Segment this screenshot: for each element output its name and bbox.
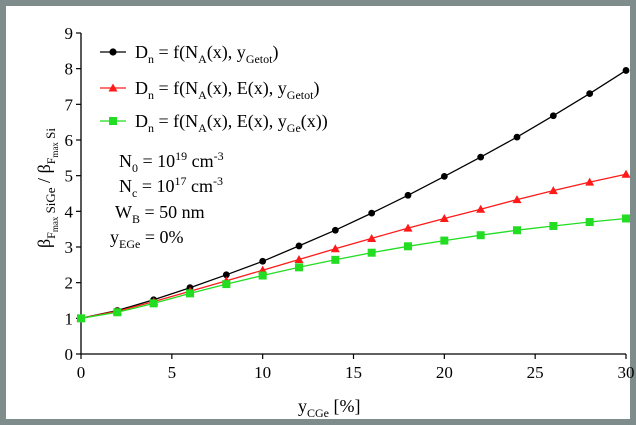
x-tick-label: 20 xyxy=(436,363,453,382)
legend-item-1: Dn = f(NA(x), E(x), yGetot) xyxy=(100,78,319,102)
legend-marker-circle xyxy=(109,48,117,56)
series-line-2 xyxy=(80,217,627,319)
data-point xyxy=(331,226,339,234)
series-line-1 xyxy=(80,173,627,319)
data-point xyxy=(586,90,594,98)
data-point xyxy=(440,172,448,180)
data-point xyxy=(548,186,558,195)
data-point xyxy=(512,195,522,204)
y-tick-label: 6 xyxy=(65,131,74,150)
data-point xyxy=(294,254,304,263)
annotation-nc: Nc = 1017 cm-3 xyxy=(119,174,223,200)
legend-marker-triangle xyxy=(108,83,118,92)
series-layer xyxy=(76,67,631,323)
series-2 xyxy=(77,214,630,323)
x-tick-label: 30 xyxy=(618,363,635,382)
data-point xyxy=(222,280,231,289)
data-point xyxy=(404,191,412,199)
series-line-0 xyxy=(80,69,627,319)
data-point xyxy=(439,213,449,222)
data-point xyxy=(77,314,85,323)
y-tick-label: 9 xyxy=(65,24,74,43)
legend: Dn = f(NA(x), yGetot) Dn = f(NA(x), E(x)… xyxy=(100,42,328,135)
y-tick-label: 2 xyxy=(65,274,74,293)
data-point xyxy=(330,244,340,253)
annotation-wb: WB = 50 nm xyxy=(115,202,205,226)
data-point xyxy=(368,209,376,217)
legend-label-2: Dn = f(NA(x), E(x), yGe(x)) xyxy=(135,111,328,135)
data-point xyxy=(549,221,558,230)
legend-label-1: Dn = f(NA(x), E(x), yGetot) xyxy=(135,78,319,102)
x-tick-label: 10 xyxy=(254,363,271,382)
data-point xyxy=(367,233,377,242)
data-point xyxy=(113,308,122,317)
x-tick-label: 0 xyxy=(77,363,86,382)
y-tick-label: 7 xyxy=(65,95,74,114)
data-point xyxy=(259,257,267,265)
data-point xyxy=(621,169,631,178)
data-point xyxy=(476,204,486,213)
data-point xyxy=(585,218,594,227)
x-tick-label: 5 xyxy=(168,363,177,382)
data-point xyxy=(367,248,376,257)
y-tick-label: 0 xyxy=(65,345,74,364)
y-ticks: 0 1 2 3 4 5 6 7 8 9 xyxy=(65,24,81,364)
data-point xyxy=(186,289,194,298)
data-point xyxy=(549,112,557,120)
annotation-yege: yEGe = 0% xyxy=(110,227,183,251)
data-point xyxy=(222,271,230,279)
parameter-annotations: N0 = 1019 cm-3 Nc = 1017 cm-3 WB = 50 nm… xyxy=(110,149,224,251)
y-tick-label: 4 xyxy=(65,202,74,221)
data-point xyxy=(585,177,595,186)
data-point xyxy=(513,226,521,235)
annotation-n0: N0 = 1019 cm-3 xyxy=(119,149,224,175)
plot-area: 0 5 10 15 20 25 30 0 1 2 3 4 5 6 7 8 9 xyxy=(65,24,635,382)
data-point xyxy=(404,242,412,251)
data-point xyxy=(331,255,340,264)
y-tick-label: 3 xyxy=(65,238,74,257)
data-point xyxy=(622,214,630,223)
y-tick-label: 1 xyxy=(65,309,74,328)
legend-item-0: Dn = f(NA(x), yGetot) xyxy=(100,42,278,66)
data-point xyxy=(149,299,158,308)
data-point xyxy=(295,263,303,272)
data-point xyxy=(477,153,485,161)
y-tick-label: 8 xyxy=(65,60,74,79)
legend-label-0: Dn = f(NA(x), yGetot) xyxy=(135,42,278,66)
data-point xyxy=(622,67,630,74)
y-axis-label: βFmax SiGe / βFmax Si xyxy=(34,128,60,248)
x-tick-label: 25 xyxy=(527,363,544,382)
data-point xyxy=(295,242,303,250)
x-ticks: 0 5 10 15 20 25 30 xyxy=(77,354,635,382)
x-tick-label: 15 xyxy=(345,363,362,382)
data-point xyxy=(403,223,413,232)
data-point xyxy=(513,133,521,141)
legend-item-2: Dn = f(NA(x), E(x), yGe(x)) xyxy=(100,111,328,135)
data-point xyxy=(476,231,485,240)
data-point xyxy=(258,271,267,280)
x-axis-label: yCGe [%] xyxy=(298,396,360,420)
data-point xyxy=(440,236,449,245)
y-tick-label: 5 xyxy=(65,167,74,186)
legend-marker-square xyxy=(109,117,117,125)
